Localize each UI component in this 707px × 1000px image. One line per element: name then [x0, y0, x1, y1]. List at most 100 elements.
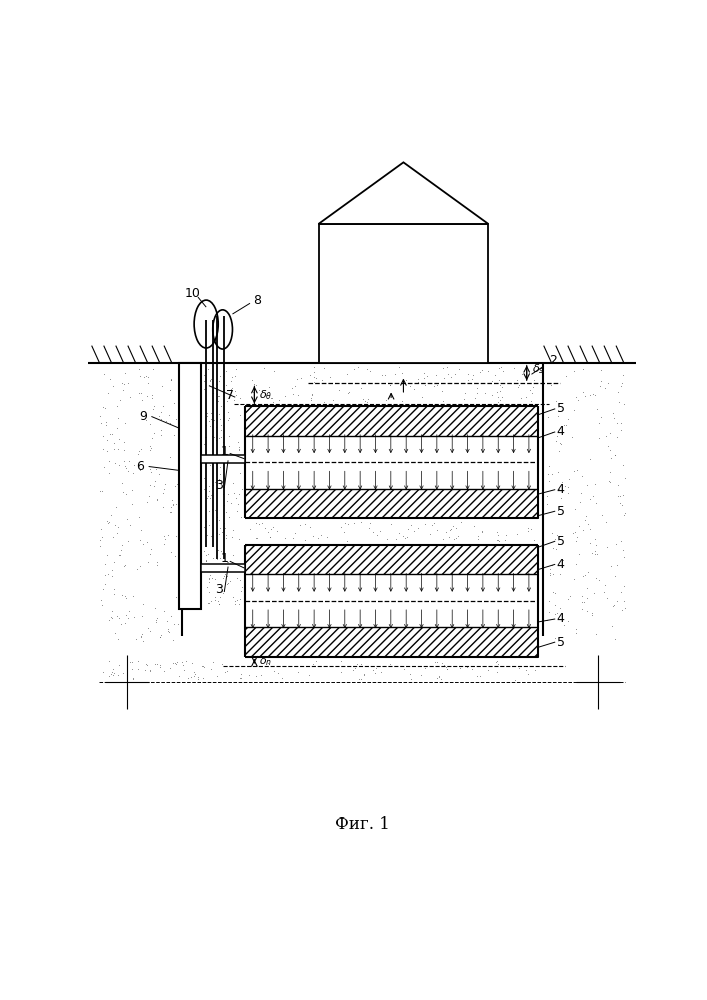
Point	[189, 666, 200, 682]
Point	[440, 659, 451, 675]
Point	[272, 665, 284, 681]
Point	[585, 387, 596, 403]
Point	[400, 372, 411, 388]
Point	[98, 366, 110, 382]
Point	[590, 543, 601, 559]
Point	[568, 402, 580, 418]
Bar	[179, 363, 201, 609]
Point	[264, 379, 275, 395]
Point	[355, 671, 366, 687]
Point	[492, 394, 503, 410]
Point	[222, 556, 233, 572]
Point	[249, 376, 260, 392]
Point	[512, 372, 523, 388]
Point	[201, 490, 213, 506]
Point	[207, 448, 218, 464]
Point	[390, 531, 402, 547]
Point	[437, 393, 448, 409]
Point	[370, 660, 382, 676]
Point	[469, 518, 480, 534]
Point	[482, 363, 493, 379]
Point	[199, 367, 210, 383]
Point	[134, 558, 146, 574]
Point	[575, 485, 586, 501]
Point	[211, 551, 223, 567]
Point	[141, 412, 152, 428]
Point	[146, 464, 157, 480]
Point	[211, 509, 223, 525]
Point	[587, 607, 598, 623]
Point	[114, 431, 125, 447]
Text: 7: 7	[226, 389, 233, 402]
Point	[349, 361, 360, 377]
Point	[445, 522, 456, 538]
Point	[173, 668, 185, 684]
Point	[165, 504, 176, 520]
Point	[141, 657, 153, 673]
Point	[155, 422, 166, 438]
Point	[571, 529, 583, 545]
Point	[120, 590, 132, 606]
Point	[321, 529, 332, 545]
Point	[614, 495, 626, 511]
Point	[468, 367, 479, 383]
Text: 1: 1	[220, 552, 228, 565]
Point	[155, 657, 166, 673]
Point	[158, 485, 169, 501]
Point	[496, 379, 507, 395]
Point	[214, 459, 226, 475]
Point	[97, 529, 108, 545]
Text: 4: 4	[557, 558, 565, 571]
Point	[164, 415, 175, 431]
Point	[491, 524, 503, 540]
Point	[318, 394, 329, 410]
Point	[223, 575, 234, 591]
Point	[310, 370, 322, 386]
Point	[103, 465, 115, 481]
Point	[127, 496, 138, 512]
Point	[450, 366, 461, 382]
Point	[112, 441, 124, 457]
Point	[454, 361, 465, 377]
Point	[606, 558, 617, 574]
Point	[596, 507, 607, 523]
Point	[592, 546, 603, 562]
Point	[394, 359, 405, 375]
Point	[206, 371, 217, 387]
Point	[549, 606, 561, 622]
Point	[589, 546, 600, 562]
Point	[212, 393, 223, 409]
Point	[563, 471, 574, 487]
Point	[107, 426, 118, 442]
Point	[442, 359, 453, 375]
Point	[234, 390, 245, 406]
Point	[511, 526, 522, 542]
Point	[610, 536, 621, 552]
Point	[211, 432, 222, 448]
Point	[223, 412, 234, 428]
Text: 5: 5	[557, 402, 565, 415]
Point	[122, 375, 134, 391]
Point	[235, 572, 246, 588]
Point	[201, 405, 213, 421]
Point	[201, 561, 213, 577]
Text: 2: 2	[532, 354, 556, 374]
Polygon shape	[319, 162, 489, 224]
Point	[368, 524, 379, 540]
Point	[154, 659, 165, 675]
Point	[491, 532, 503, 548]
Point	[513, 660, 525, 676]
Point	[529, 372, 540, 388]
Point	[140, 662, 151, 678]
Point	[160, 531, 171, 547]
Point	[558, 417, 569, 433]
Point	[134, 462, 146, 478]
Point	[142, 620, 153, 636]
Point	[364, 515, 375, 531]
Point	[139, 369, 150, 385]
Point	[294, 517, 305, 533]
Point	[199, 429, 211, 445]
Point	[142, 554, 153, 570]
Point	[98, 441, 109, 457]
Point	[614, 488, 625, 504]
